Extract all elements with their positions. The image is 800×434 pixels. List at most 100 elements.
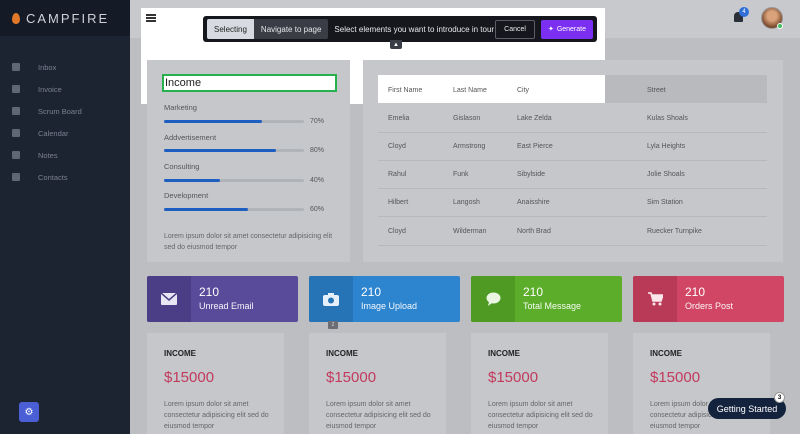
- collapse-toolbar-button[interactable]: ▲: [390, 40, 402, 49]
- progress-label: Consulting: [164, 162, 200, 171]
- invoice-icon: [12, 85, 20, 93]
- income-description: Lorem ipsum dolor sit amet consectetur a…: [164, 401, 269, 430]
- tile-number: 210: [523, 285, 544, 299]
- table-cell: Cloyd: [388, 143, 406, 150]
- tile-total-message[interactable]: 210 Total Message: [471, 276, 622, 322]
- income-description: Lorem ipsum dolor sit amet consectetur a…: [650, 401, 755, 430]
- sparkle-icon: ✦: [547, 26, 554, 33]
- getting-started-button[interactable]: Getting Started: [708, 398, 786, 419]
- sidebar: CAMPFIRE Inbox Invoice Scrum Board Calen…: [0, 0, 130, 434]
- sidebar-item-label: Invoice: [38, 84, 62, 94]
- mode-selecting-button[interactable]: Selecting: [207, 19, 254, 39]
- column-header-first-name[interactable]: First Name: [388, 87, 423, 94]
- sidebar-item-label: Notes: [38, 150, 58, 160]
- table-cell: Jolie Shoals: [647, 171, 685, 178]
- income-card-heading: INCOME: [164, 349, 196, 358]
- progress-label: Addvertisement: [164, 133, 217, 142]
- tile-unread-email[interactable]: 210 Unread Email: [147, 276, 298, 322]
- income-card-title[interactable]: Income: [162, 74, 337, 92]
- tile-number: 210: [685, 285, 706, 299]
- table-cell: Anaisshire: [517, 199, 550, 206]
- contacts-icon: [12, 173, 20, 181]
- progress-bar-marketing: [164, 120, 304, 123]
- row-divider: [378, 188, 767, 189]
- settings-fab-button[interactable]: ⚙: [19, 402, 39, 422]
- table-cell: Sibylside: [517, 171, 546, 178]
- row-divider: [378, 216, 767, 217]
- table-cell: Langosh: [453, 199, 480, 206]
- income-amount: $15000: [164, 369, 215, 386]
- table-cell: Cloyd: [388, 228, 406, 235]
- income-amount: $15000: [488, 369, 539, 386]
- table-cell: Emelia: [388, 115, 410, 122]
- brand[interactable]: CAMPFIRE: [0, 0, 130, 36]
- table-cell: Rahul: [388, 171, 407, 178]
- sidebar-nav: Inbox Invoice Scrum Board Calendar Notes…: [0, 56, 130, 188]
- column-header-last-name[interactable]: Last Name: [453, 87, 487, 94]
- sidebar-item-inbox[interactable]: Inbox: [0, 56, 130, 78]
- tooltip-marker: 2: [328, 321, 338, 329]
- sidebar-item-label: Scrum Board: [38, 106, 82, 116]
- tour-toolbar: Selecting Navigate to page Select elemen…: [203, 16, 597, 42]
- mode-navigate-button[interactable]: Navigate to page: [253, 19, 329, 39]
- tile-image-upload[interactable]: 210 Image Upload: [309, 276, 460, 322]
- table-cell: Lyla Heights: [647, 143, 686, 150]
- income-amount: $15000: [650, 369, 701, 386]
- cancel-button[interactable]: Cancel: [495, 19, 535, 39]
- sidebar-item-calendar[interactable]: Calendar: [0, 122, 130, 144]
- income-description: Lorem ipsum dolor sit amet consectetur a…: [326, 401, 431, 430]
- table-cell: Sim Station: [647, 199, 683, 206]
- generate-label: Generate: [556, 25, 586, 33]
- tile-orders-post[interactable]: 210 Orders Post: [633, 276, 784, 322]
- income-progress-card: [147, 60, 350, 262]
- chat-icon: [471, 276, 515, 322]
- table-cell: Hilbert: [388, 199, 409, 206]
- progress-percent: 70%: [310, 118, 325, 125]
- income-card: INCOME $15000 Lorem ipsum dolor sit amet…: [471, 333, 608, 434]
- progress-bar-consulting: [164, 179, 304, 182]
- row-divider: [378, 245, 767, 246]
- row-divider: [378, 160, 767, 161]
- flame-logo-icon: [12, 12, 20, 24]
- income-card: INCOME $15000 Lorem ipsum dolor sit amet…: [309, 333, 446, 434]
- sidebar-item-label: Contacts: [38, 172, 68, 182]
- table-cell: East Pierce: [517, 143, 553, 150]
- cart-icon: [633, 276, 677, 322]
- sidebar-item-scrum-board[interactable]: Scrum Board: [0, 100, 130, 122]
- notes-icon: [12, 151, 20, 159]
- column-header-city[interactable]: City: [517, 87, 530, 94]
- bell-icon[interactable]: [734, 12, 743, 22]
- gear-icon: ⚙: [24, 406, 34, 418]
- tile-number: 210: [361, 285, 382, 299]
- progress-bar-development: [164, 208, 304, 211]
- checkbox-icon: [12, 107, 20, 115]
- progress-bar-advertisement: [164, 149, 304, 152]
- generate-button[interactable]: ✦ Generate: [540, 19, 593, 39]
- income-description: Lorem ipsum dolor sit amet consectetur a…: [488, 401, 593, 430]
- getting-started-badge: 3: [774, 392, 785, 403]
- tile-label: Image Upload: [361, 301, 418, 311]
- progress-fill: [164, 120, 262, 123]
- income-card-heading: INCOME: [488, 349, 520, 358]
- table-cell: Kulas Shoals: [647, 115, 688, 122]
- table-cell: Wilderman: [453, 228, 487, 235]
- sidebar-item-contacts[interactable]: Contacts: [0, 166, 130, 188]
- income-card-heading: INCOME: [650, 349, 682, 358]
- progress-percent: 40%: [310, 177, 325, 184]
- sidebar-item-notes[interactable]: Notes: [0, 144, 130, 166]
- tile-label: Total Message: [523, 301, 582, 311]
- progress-fill: [164, 179, 220, 182]
- table-cell: North Brad: [517, 228, 551, 235]
- table-cell: Armstrong: [453, 143, 486, 150]
- income-amount: $15000: [326, 369, 377, 386]
- progress-fill: [164, 149, 276, 152]
- sidebar-item-label: Calendar: [38, 128, 69, 138]
- sidebar-item-label: Inbox: [38, 62, 57, 72]
- menu-icon[interactable]: [146, 14, 156, 22]
- column-header-street[interactable]: Street: [647, 87, 666, 94]
- table-cell: Ruecker Turnpike: [647, 228, 702, 235]
- progress-label: Marketing: [164, 103, 197, 112]
- sidebar-item-invoice[interactable]: Invoice: [0, 78, 130, 100]
- progress-percent: 60%: [310, 206, 325, 213]
- online-status-icon: [777, 23, 783, 29]
